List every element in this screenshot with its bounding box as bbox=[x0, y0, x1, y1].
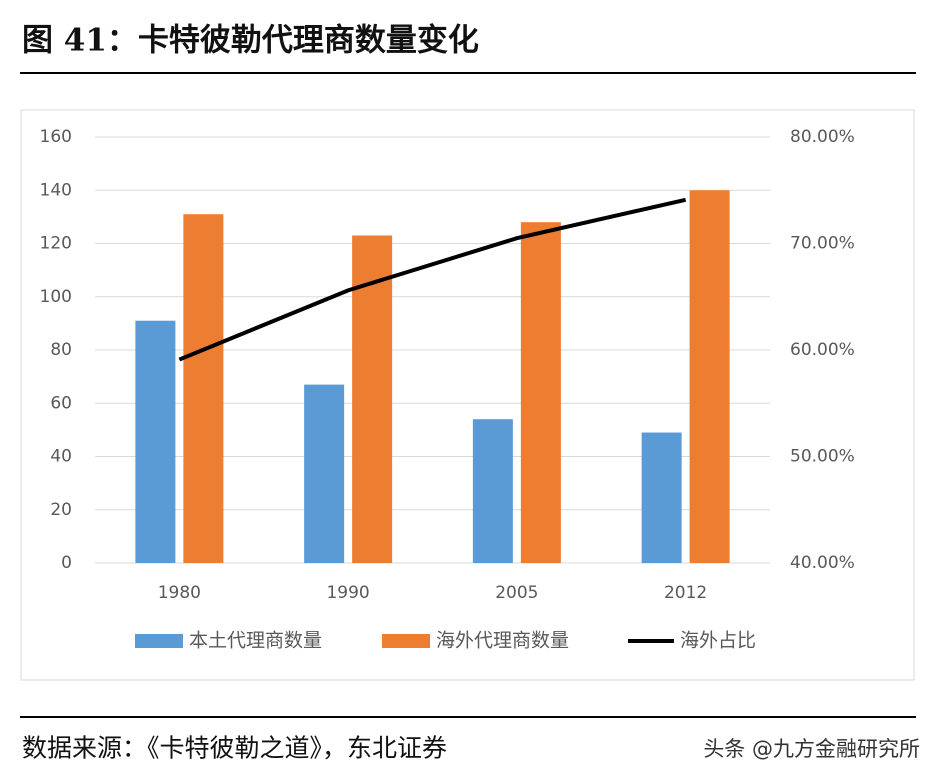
y-tick-label: 0 bbox=[61, 553, 72, 573]
legend-label: 本土代理商数量 bbox=[189, 630, 322, 652]
x-tick-label: 1990 bbox=[326, 583, 369, 603]
legend-swatch bbox=[135, 634, 183, 648]
y-tick-label: 140 bbox=[40, 180, 72, 200]
bar bbox=[472, 419, 513, 563]
x-tick-label: 2005 bbox=[495, 583, 538, 603]
y-tick-label: 40 bbox=[50, 447, 72, 467]
y2-tick-label: 60.00% bbox=[790, 340, 855, 360]
y-tick-label: 60 bbox=[50, 393, 72, 413]
y-tick-label: 120 bbox=[40, 234, 72, 254]
y2-tick-label: 50.00% bbox=[790, 447, 855, 467]
legend-label: 海外占比 bbox=[680, 630, 756, 652]
x-tick-label: 1980 bbox=[158, 583, 201, 603]
y-tick-label: 160 bbox=[40, 127, 72, 147]
bar bbox=[135, 320, 176, 563]
bar bbox=[641, 432, 682, 563]
y2-tick-label: 80.00% bbox=[790, 127, 855, 147]
bar bbox=[304, 384, 345, 563]
y2-tick-label: 70.00% bbox=[790, 234, 855, 254]
chart-title: 图 41：卡特彼勒代理商数量变化 bbox=[22, 23, 479, 59]
bar bbox=[520, 222, 561, 563]
y-tick-label: 20 bbox=[50, 500, 72, 520]
bar bbox=[352, 235, 393, 563]
bar bbox=[689, 190, 730, 563]
y-tick-label: 100 bbox=[40, 287, 72, 307]
source: 数据来源：《卡特彼勒之道》，东北证券 bbox=[22, 734, 447, 763]
y2-tick-label: 40.00% bbox=[790, 553, 855, 573]
x-tick-label: 2012 bbox=[664, 583, 707, 603]
line bbox=[178, 197, 687, 362]
y-tick-label: 80 bbox=[50, 340, 72, 360]
bar bbox=[183, 214, 224, 563]
legend-label: 海外代理商数量 bbox=[436, 630, 569, 652]
watermark: 头条 @九方金融研究所 bbox=[703, 737, 920, 761]
legend-swatch bbox=[382, 634, 430, 648]
